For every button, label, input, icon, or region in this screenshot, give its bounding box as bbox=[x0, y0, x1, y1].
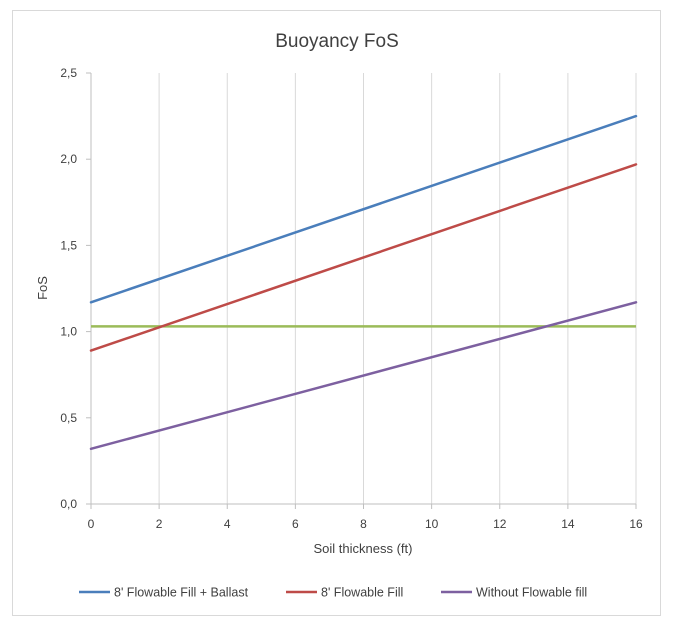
x-tick-labels: 0 2 4 6 8 10 12 14 16 bbox=[88, 517, 643, 531]
y-tick-label: 2,5 bbox=[60, 66, 77, 80]
legend: 8' Flowable Fill + Ballast 8' Flowable Fi… bbox=[79, 586, 587, 600]
legend-label-2: 8' Flowable Fill bbox=[321, 586, 403, 600]
x-tick-label: 8 bbox=[360, 517, 367, 531]
chart-frame bbox=[12, 10, 661, 616]
y-tick-label: 1,5 bbox=[60, 238, 77, 252]
legend-label-1: 8' Flowable Fill + Ballast bbox=[114, 586, 249, 600]
legend-label-3: Without Flowable fill bbox=[476, 586, 587, 600]
x-axis-title: Soil thickness (ft) bbox=[314, 541, 413, 556]
y-tick-label: 2,0 bbox=[60, 152, 77, 166]
gridlines bbox=[158, 73, 637, 504]
y-tick-label: 1,0 bbox=[60, 325, 77, 339]
x-tick-label: 0 bbox=[88, 517, 95, 531]
x-tick-label: 2 bbox=[156, 517, 163, 531]
x-tick-label: 16 bbox=[629, 517, 643, 531]
series-lines bbox=[89, 114, 638, 451]
series-line-2 bbox=[89, 163, 638, 352]
series-line-3 bbox=[89, 301, 638, 451]
series-line-1 bbox=[89, 114, 638, 304]
y-tick-labels: 0,0 0,5 1,0 1,5 2,0 2,5 bbox=[60, 66, 77, 511]
x-tick-label: 4 bbox=[224, 517, 231, 531]
axes bbox=[86, 72, 637, 509]
y-tick-label: 0,0 bbox=[60, 497, 77, 511]
chart-title: Buoyancy FoS bbox=[275, 31, 399, 52]
y-tick-label: 0,5 bbox=[60, 411, 77, 425]
y-axis-title: FoS bbox=[35, 276, 50, 300]
x-tick-label: 12 bbox=[493, 517, 507, 531]
x-tick-label: 10 bbox=[425, 517, 439, 531]
x-tick-label: 14 bbox=[561, 517, 575, 531]
x-tick-label: 6 bbox=[292, 517, 299, 531]
